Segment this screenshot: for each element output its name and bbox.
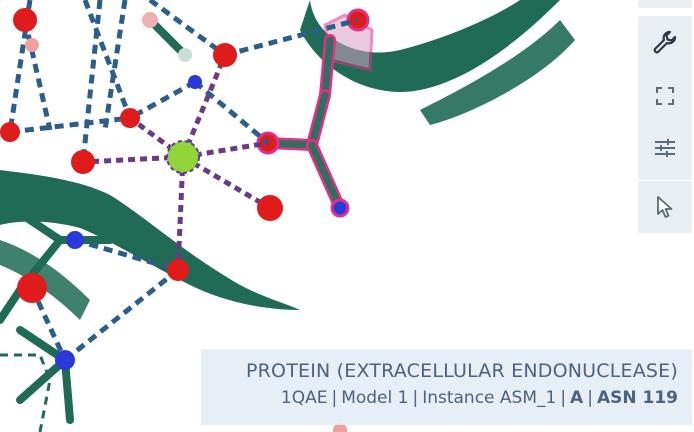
separator: |: [331, 388, 338, 408]
entity-title: PROTEIN (EXTRACELLULAR ENDONUCLEASE): [245, 360, 678, 382]
residue-label: ASN 119: [596, 388, 678, 408]
expand-icon: [656, 87, 674, 105]
hydrogen-bonds: [7, 0, 359, 362]
expand-button[interactable]: [638, 70, 692, 122]
residue-sticks: [0, 16, 189, 424]
cursor-icon: [656, 195, 674, 219]
selection-details: 1QAE | Model 1 | Instance ASM_1 | A | ASN 119: [211, 385, 678, 411]
viewer-toolbar: [638, 0, 694, 233]
toolbar-group-select: [638, 181, 692, 233]
wrench-icon: [652, 29, 678, 55]
toolbar-group-main: [638, 16, 692, 180]
instance-label: Instance ASM_1: [422, 388, 557, 408]
wrench-button[interactable]: [638, 16, 692, 68]
selection-outline: [0, 353, 52, 432]
chain-label: A: [570, 388, 584, 408]
atoms: [0, 8, 347, 432]
select-mode-button[interactable]: [638, 181, 692, 233]
model-label: Model 1: [341, 388, 409, 408]
separator: |: [587, 388, 593, 408]
structure-info-panel: PROTEIN (EXTRACELLULAR ENDONUCLEASE) 1QA…: [201, 349, 692, 425]
highlighted-residue: [256, 8, 374, 218]
settings-sliders-icon: [654, 138, 676, 158]
separator: |: [560, 388, 567, 408]
entry-id: 1QAE: [280, 388, 328, 408]
separator: |: [412, 388, 419, 408]
settings-button[interactable]: [638, 122, 692, 174]
toolbar-top-strip: [638, 0, 692, 8]
